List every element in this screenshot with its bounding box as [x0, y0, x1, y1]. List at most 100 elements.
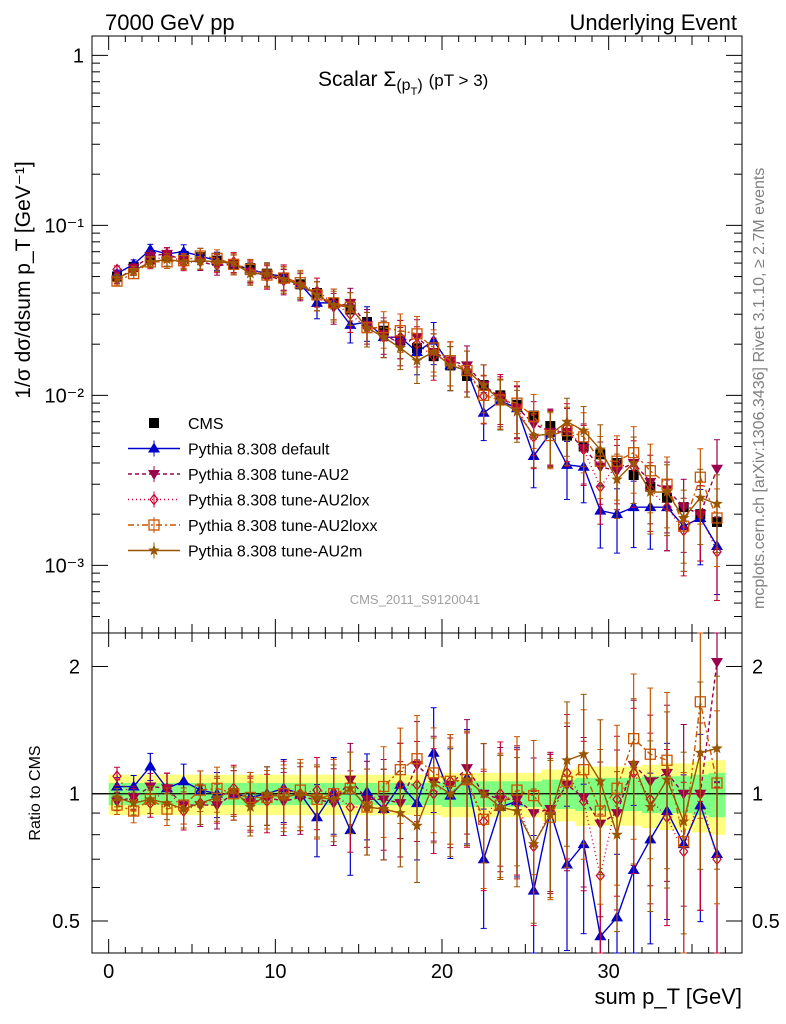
x-axis-label: sum p_T [GeV]	[594, 984, 742, 1009]
data-point	[328, 299, 340, 310]
data-point	[261, 267, 273, 279]
ratio-data-point	[478, 787, 490, 799]
ratio-data-point	[112, 770, 122, 783]
data-point	[694, 491, 706, 503]
ratio-data-point	[294, 787, 306, 799]
ratio-y-tick-label: 2	[69, 656, 80, 678]
title-paren-close: )	[417, 77, 422, 94]
data-point	[528, 429, 540, 441]
ratio-data-point	[661, 773, 673, 785]
ratio-ylabel: Ratio to CMS	[27, 745, 44, 840]
legend-entry: Pythia 8.308 tune-AU2loxx	[128, 517, 377, 535]
ratio-y-tick-label-right: 2	[752, 656, 763, 678]
y-tick-label: 10⁻²	[45, 385, 85, 407]
data-point	[111, 272, 123, 283]
legend-label: Pythia 8.308 tune-AU2m	[188, 544, 362, 561]
ratio-data-point	[361, 801, 373, 812]
data-point	[661, 486, 673, 497]
title-scalar: Scalar Σ	[318, 68, 396, 91]
x-tick-label: 0	[103, 961, 114, 983]
ratio-data-point	[278, 791, 290, 803]
ratio-data-point	[344, 782, 356, 794]
ratio-data-point	[194, 797, 206, 808]
series-line	[116, 255, 718, 529]
data-series	[92, 243, 742, 954]
data-point	[211, 255, 223, 267]
ratio-data-point	[244, 801, 256, 812]
ratio-data-point	[494, 801, 506, 812]
ratio-data-point	[311, 791, 323, 803]
data-point	[411, 328, 423, 340]
ratio-data-point	[328, 793, 340, 805]
ratio-data-point	[461, 773, 473, 785]
ratio-data-point	[211, 791, 223, 803]
data-point	[194, 254, 206, 266]
ratio-data-point	[228, 784, 240, 795]
data-point	[294, 278, 306, 290]
axis-ticks: 0 10 20 30 1 10⁻¹ 10⁻² 10⁻³ 0.5 0.5 1 1 2 2	[45, 36, 780, 983]
ratio-data-point	[578, 748, 590, 760]
ratio-data-point	[144, 760, 157, 771]
ratio-data-point	[528, 838, 540, 849]
data-point	[344, 301, 356, 313]
ratio-data-point	[628, 757, 640, 769]
ratio-y-tick-label: 0.5	[52, 911, 80, 933]
x-tick-label: 10	[264, 961, 286, 983]
data-point	[278, 273, 290, 285]
header-left: 7000 GeV pp	[105, 10, 235, 35]
ratio-data-point	[178, 803, 190, 814]
legend-label: Pythia 8.308 tune-AU2lox	[188, 493, 369, 510]
data-point	[594, 443, 606, 455]
series-cms	[112, 251, 722, 527]
data-point	[611, 473, 623, 485]
legend-label: CMS	[188, 416, 224, 433]
ratio-data-point	[177, 775, 190, 786]
ratio-data-point	[544, 809, 556, 820]
data-point	[178, 255, 190, 267]
title-pt-sub: T	[411, 86, 418, 98]
data-point	[711, 464, 723, 475]
x-tick-label: 30	[598, 961, 620, 983]
legend-marker	[148, 544, 160, 556]
ratio-data-point	[411, 753, 423, 765]
legend-marker	[148, 470, 160, 480]
data-point	[161, 253, 173, 265]
legend-marker	[148, 519, 160, 531]
legend-marker	[149, 493, 159, 506]
data-point	[311, 288, 323, 300]
ratio-y-tick-label: 1	[69, 784, 80, 806]
data-point	[411, 354, 423, 366]
ratio-data-point	[394, 807, 406, 818]
ratio-data-point	[594, 775, 606, 787]
header-right: Underlying Event	[569, 10, 737, 35]
ratio-data-point	[644, 801, 656, 812]
data-point	[128, 264, 140, 276]
legend-entry: Pythia 8.308 tune-AU2	[128, 466, 349, 484]
data-point	[561, 415, 573, 427]
legend-label: Pythia 8.308 tune-AU2loxx	[188, 518, 377, 535]
ratio-data-point	[711, 742, 723, 754]
legend-entry: CMS	[149, 416, 224, 433]
ratio-data-point	[128, 797, 140, 808]
main-ylabel: 1/σ dσ/dsum p_T [GeV⁻¹]	[12, 161, 35, 398]
data-point	[228, 257, 240, 268]
title-cut: (pT > 3)	[429, 71, 489, 90]
legend-label: Pythia 8.308 tune-AU2	[188, 467, 349, 484]
ratio-data-point	[711, 657, 723, 668]
ratio-data-point	[411, 819, 423, 831]
mcplots-label: mcplots.cern.ch [arXiv:1306.3436]	[751, 367, 768, 609]
data-point	[644, 486, 656, 497]
main-title: Scalar Σ(pT) (pT > 3)	[318, 68, 488, 98]
data-point	[711, 497, 723, 509]
ratio-y-tick-label-right: 1	[752, 784, 763, 806]
series-pythia-8-308-tune-au2m	[111, 252, 723, 564]
data-point	[478, 379, 490, 390]
y-tick-label: 10⁻³	[45, 555, 85, 577]
ratio-data-point	[561, 754, 573, 766]
data-point	[678, 512, 690, 523]
title-paren-open: (p	[396, 77, 410, 94]
legend-marker	[148, 442, 160, 453]
series-pythia-8-308-tune-au2	[111, 247, 723, 562]
analysis-tag: CMS_2011_S9120041	[350, 592, 481, 607]
